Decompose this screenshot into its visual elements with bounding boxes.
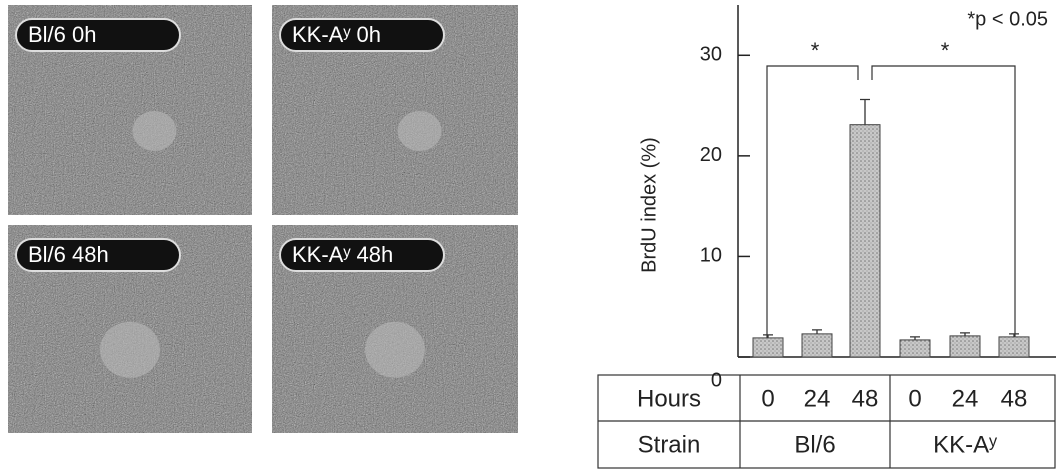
x-tick-label: 24	[804, 385, 831, 412]
y-axis-label: BrdU index (%)	[638, 137, 660, 273]
group-label: Bl/6	[794, 431, 835, 458]
panel-label: Bl/6 48h	[28, 242, 109, 267]
bar	[900, 340, 930, 357]
x-tick-label: 0	[908, 385, 921, 412]
y-tick-label: 30	[700, 44, 722, 66]
panel-label: Bl/6 0h	[28, 22, 97, 47]
vessel	[132, 111, 176, 151]
group-label: KK-Aʸ	[933, 431, 997, 458]
row-label: Strain	[638, 431, 701, 458]
y-tick-label: 10	[700, 245, 722, 267]
vessel	[100, 322, 160, 378]
error-bar	[812, 330, 822, 334]
vessel	[398, 111, 442, 151]
figure: Bl/6 0h KK-Aʸ 0h Bl/6 48h KK-Aʸ 48h BrdU in…	[0, 0, 1056, 472]
label-pill: Bl/6 48h	[16, 239, 180, 271]
bar	[950, 336, 980, 357]
x-tick-label: 0	[761, 385, 774, 412]
micrographs: Bl/6 0h KK-Aʸ 0h Bl/6 48h KK-Aʸ 48h	[8, 5, 518, 433]
micrograph: KK-Aʸ 48h	[272, 225, 518, 433]
significance-note: *p < 0.05	[967, 8, 1048, 30]
vessel	[365, 322, 425, 378]
row-label: Hours	[637, 385, 701, 412]
label-pill: Bl/6 0h	[16, 19, 180, 51]
micrograph: Bl/6 0h	[8, 5, 252, 215]
x-tick-label: 24	[952, 385, 979, 412]
micrograph: Bl/6 48h	[8, 225, 252, 433]
bar	[999, 337, 1029, 357]
bar	[850, 125, 880, 357]
x-tick-label: 48	[852, 385, 879, 412]
y-tick-label: 0	[711, 369, 722, 391]
bar	[753, 338, 783, 357]
panel-label: KK-Aʸ 48h	[292, 242, 393, 267]
micrograph: KK-Aʸ 0h	[272, 5, 518, 215]
star: *	[941, 38, 950, 63]
error-bar	[860, 100, 870, 125]
bar	[802, 334, 832, 357]
panel-label: KK-Aʸ 0h	[292, 22, 381, 47]
label-pill: KK-Aʸ 0h	[280, 19, 444, 51]
label-pill: KK-Aʸ 48h	[280, 239, 444, 271]
star: *	[811, 38, 820, 63]
x-tick-label: 48	[1001, 385, 1028, 412]
brackets	[767, 66, 1015, 340]
y-tick-label: 20	[700, 144, 722, 166]
